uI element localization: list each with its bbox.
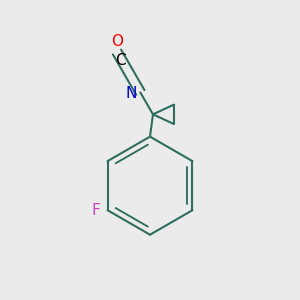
Text: N: N [125, 86, 137, 101]
Text: C: C [115, 53, 125, 68]
Text: F: F [91, 203, 100, 218]
Text: O: O [111, 34, 123, 49]
